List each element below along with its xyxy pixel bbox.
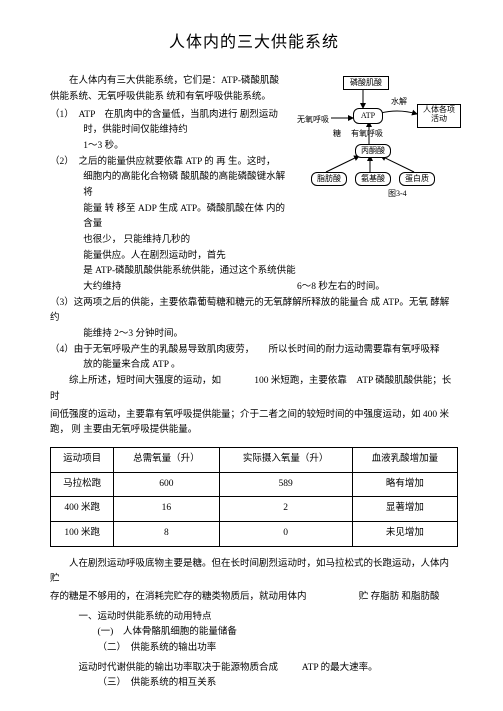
cell: 2: [219, 497, 352, 522]
item-2-line-d: 也很少， 只能维持几秒的: [50, 233, 458, 249]
page-title: 人体内的三大供能系统: [50, 30, 458, 56]
cell: 显著增加: [352, 497, 457, 522]
energy-diagram: 磷酸肌酸 ATP 人体各项活动丙酮酸脂肪酸氨基酸蛋白质 无氧呼吸 水解糖 有氧呼吸图3-4: [293, 74, 458, 202]
diagram-node-aa: 氨基酸: [355, 172, 391, 186]
item-2g-left: 大约维持: [83, 282, 121, 292]
cell: 100 米跑: [51, 521, 114, 546]
item-3-line-a: （3）这两项之后的供能，主要依靠葡萄糖和糖元的无氧酵解所释放的能量合 成 ATP…: [50, 296, 458, 327]
cell: 400 米跑: [51, 497, 114, 522]
table-row: 马拉松跑 600 589 略有增加: [51, 472, 458, 497]
item-2-line-g: 大约维持 6～8 秒左右的时间。: [50, 280, 458, 296]
summary-line-2: 间低强度的运动，主要靠有氧呼吸提供能量；介于二者之间的较短时间的中强度运动，如 …: [50, 408, 458, 424]
item-2-line-f: 是 ATP-磷酸肌酸供能系统供能，通过这个系统供能: [50, 264, 458, 280]
diagram-label-anaer: 无氧呼吸: [297, 116, 329, 124]
cell: 未见增加: [352, 521, 457, 546]
diagram-node-pcr: 磷酸肌酸: [343, 76, 389, 90]
summary-line-1: 综上所述，短时间大强度的运动，如 100 米短跑，主要依靠 ATP 磷酸肌酸供能…: [50, 374, 458, 405]
diagram-node-prot: 蛋白质: [399, 172, 435, 186]
col-lactate: 血液乳酸增加量: [352, 447, 457, 472]
section-1-note: 运动时代谢供能的输出功率取决于能源物质合成 ATP 的最大速率。: [50, 661, 458, 677]
col-actual: 实际摄入氧量（升）: [219, 447, 352, 472]
section-1-note-right: ATP 的最大速率。: [302, 663, 378, 673]
cell: 8: [114, 521, 219, 546]
diagram-label-hydro: 水解: [391, 98, 407, 106]
item-2g-right: 6～8 秒左右的时间。: [297, 282, 385, 292]
document-page: 人体内的三大供能系统 磷酸肌酸 ATP 人体各项活动丙酮酸脂肪酸氨基酸蛋白质 无氧呼吸…: [0, 0, 503, 692]
after-table-2-left: 存的糖是不够用的，在消耗完贮存的糖类物质后，就动用体内: [50, 592, 307, 602]
diagram-label-glyc: 糖: [333, 130, 341, 138]
diagram-node-body: 人体各项活动: [417, 104, 461, 128]
diagram-node-atp: ATP: [353, 108, 383, 124]
section-1b: （二） 供能系统的输出功率: [50, 641, 458, 657]
cell: 589: [219, 472, 352, 497]
after-table-line-2: 存的糖是不够用的，在消耗完贮存的糖类物质后，就动用体内 贮 存脂肪 和脂肪酸: [50, 590, 458, 606]
diagram-label-aero: 有氧呼吸: [351, 130, 383, 138]
table-row: 100 米跑 8 0 未见增加: [51, 521, 458, 546]
cell: 16: [114, 497, 219, 522]
cell: 略有增加: [352, 472, 457, 497]
col-project: 运动项目: [51, 447, 114, 472]
table-body: 马拉松跑 600 589 略有增加 400 米跑 16 2 显著增加 100 米…: [51, 472, 458, 546]
cell: 0: [219, 521, 352, 546]
diagram-node-pyr: 丙酮酸: [355, 144, 391, 158]
cell: 600: [114, 472, 219, 497]
table-header-row: 运动项目 总需氧量（升） 实际摄入氧量（升） 血液乳酸增加量: [51, 447, 458, 472]
section-1-heading: 一、运动时供能系统的动用特点: [50, 610, 458, 626]
item-3-line-b: 能维持 2～3 分钟时间。: [50, 327, 458, 343]
diagram-label-cap: 图3-4: [388, 190, 407, 198]
after-table-2-right: 贮 存脂肪 和脂肪酸: [359, 592, 440, 602]
section-1a: (一) 人体骨骼肌细胞的能量储备: [50, 625, 458, 641]
section-1-note-left: 运动时代谢供能的输出功率取决于能源物质合成: [79, 663, 279, 673]
item-2-line-c: 能量 转 移至 ADP 生成 ATP。磷酸肌酸在体 内的含量: [50, 202, 458, 233]
after-table-line-1: 人在剧烈运动呼吸底物主要是糖。但在长时间剧烈运动时，如马拉松式的长跑运动，人体内…: [50, 557, 458, 588]
item-4-line-a: （4）由于无氧呼吸产生的乳酸易导致肌肉疲劳， 所以长时间的耐力运动需要靠有氧呼吸…: [50, 343, 458, 359]
summary-1-left: 综上所述，短时间大强度的运动，如: [69, 376, 221, 386]
table-head: 运动项目 总需氧量（升） 实际摄入氧量（升） 血液乳酸增加量: [51, 447, 458, 472]
oxygen-table: 运动项目 总需氧量（升） 实际摄入氧量（升） 血液乳酸增加量 马拉松跑 600 …: [50, 447, 458, 547]
section-1c: （三） 供能系统的相互关系: [50, 676, 458, 692]
summary-line-3: 跑， 则 主要由无氧呼吸提供能量。: [50, 423, 458, 439]
diagram-node-fat: 脂肪酸: [311, 172, 347, 186]
cell: 马拉松跑: [51, 472, 114, 497]
item-2-line-e: 能量供应。人在剧烈运动时，首先: [50, 249, 458, 265]
item-4-line-b: 放的能量来合成 ATP 。: [50, 358, 458, 374]
table-row: 400 米跑 16 2 显著增加: [51, 497, 458, 522]
col-need: 总需氧量（升）: [114, 447, 219, 472]
